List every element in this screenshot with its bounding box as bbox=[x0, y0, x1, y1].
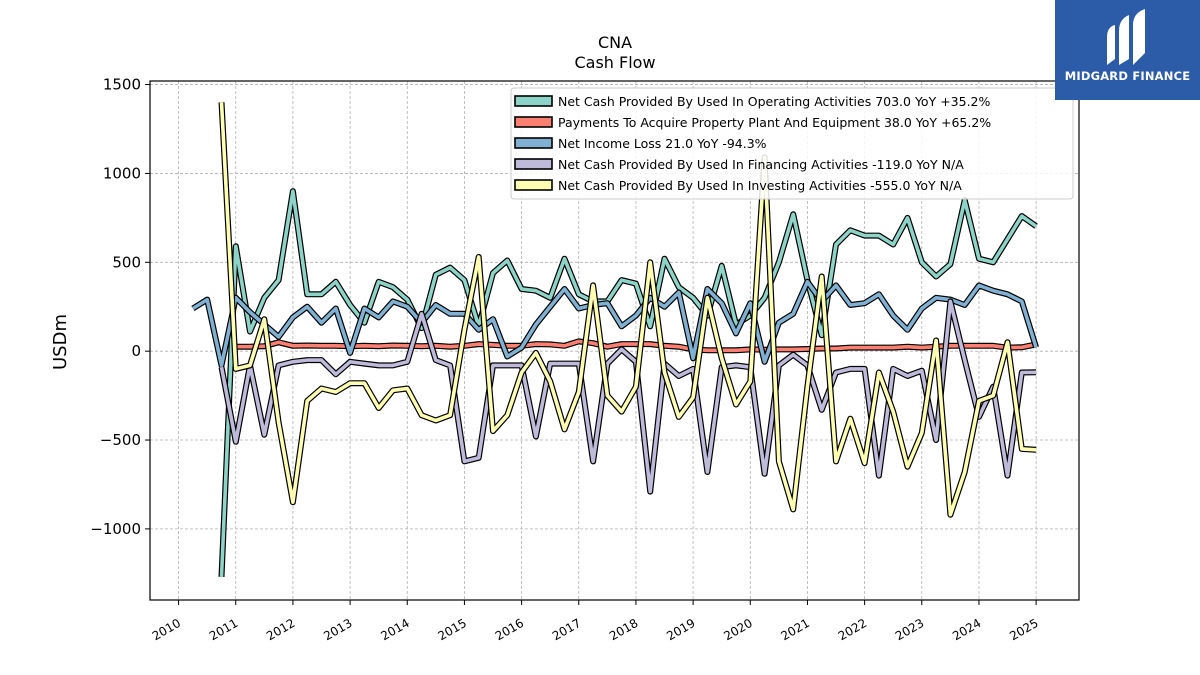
x-tick-label: 2013 bbox=[321, 616, 354, 643]
x-tick-label: 2025 bbox=[1007, 616, 1040, 643]
brand-name: MIDGARD FINANCE bbox=[1064, 69, 1191, 83]
x-tick-label: 2012 bbox=[264, 616, 297, 643]
legend: Net Cash Provided By Used In Operating A… bbox=[510, 87, 1074, 200]
legend-swatch bbox=[514, 95, 553, 107]
x-tick-label: 2011 bbox=[207, 616, 240, 643]
legend-box bbox=[510, 87, 1074, 200]
legend-label: Net Cash Provided By Used In Investing A… bbox=[558, 178, 962, 193]
series-stroke bbox=[219, 299, 1037, 494]
x-tick-label: 2016 bbox=[493, 616, 526, 643]
series-stroke bbox=[219, 189, 1038, 577]
series-line bbox=[218, 298, 1037, 495]
series-line bbox=[218, 102, 1037, 518]
y-tick-label: −500 bbox=[100, 431, 141, 449]
x-tick-label: 2019 bbox=[664, 616, 697, 643]
series-lines bbox=[191, 102, 1039, 578]
x-tick-label: 2010 bbox=[150, 616, 183, 643]
x-tick-label: 2020 bbox=[721, 616, 754, 643]
y-tick-label: 1500 bbox=[103, 76, 141, 94]
series-stroke bbox=[235, 339, 1037, 353]
series-line bbox=[191, 278, 1039, 369]
series-stroke bbox=[219, 102, 1037, 517]
legend-swatch bbox=[514, 116, 553, 128]
x-tick-label: 2023 bbox=[893, 616, 926, 643]
y-tick-label: 0 bbox=[131, 342, 141, 360]
legend-swatch bbox=[514, 158, 553, 170]
plot-frame bbox=[149, 80, 1080, 601]
legend-swatch bbox=[514, 137, 553, 149]
series-line bbox=[235, 338, 1037, 354]
legend-label: Net Income Loss 21.0 YoY -94.3% bbox=[558, 136, 767, 151]
x-tick-label: 2018 bbox=[607, 616, 640, 643]
legend-label: Net Cash Provided By Used In Financing A… bbox=[558, 157, 964, 172]
chart-subtitle: Cash Flow bbox=[574, 53, 655, 72]
y-tick-label: 500 bbox=[112, 253, 141, 271]
legend-label: Payments To Acquire Property Plant And E… bbox=[558, 115, 991, 130]
x-tick-label: 2024 bbox=[950, 616, 983, 643]
midgard-logo-icon bbox=[1107, 9, 1145, 65]
x-tick-label: 2015 bbox=[436, 616, 469, 643]
x-tick-label: 2021 bbox=[779, 616, 812, 643]
legend-swatch bbox=[514, 179, 553, 191]
midgard-finance-logo: MIDGARD FINANCE bbox=[1055, 0, 1200, 100]
series-line bbox=[218, 188, 1038, 578]
series-stroke bbox=[191, 279, 1038, 368]
chart-title: CNA bbox=[598, 33, 632, 52]
y-tick-label: −1000 bbox=[90, 520, 141, 538]
legend-label: Net Cash Provided By Used In Operating A… bbox=[558, 94, 990, 109]
x-tick-label: 2022 bbox=[836, 616, 869, 643]
x-tick-label: 2014 bbox=[378, 616, 411, 643]
y-axis-label: USDm bbox=[50, 314, 71, 370]
y-tick-label: 1000 bbox=[103, 164, 141, 182]
x-tick-label: 2017 bbox=[550, 616, 583, 643]
